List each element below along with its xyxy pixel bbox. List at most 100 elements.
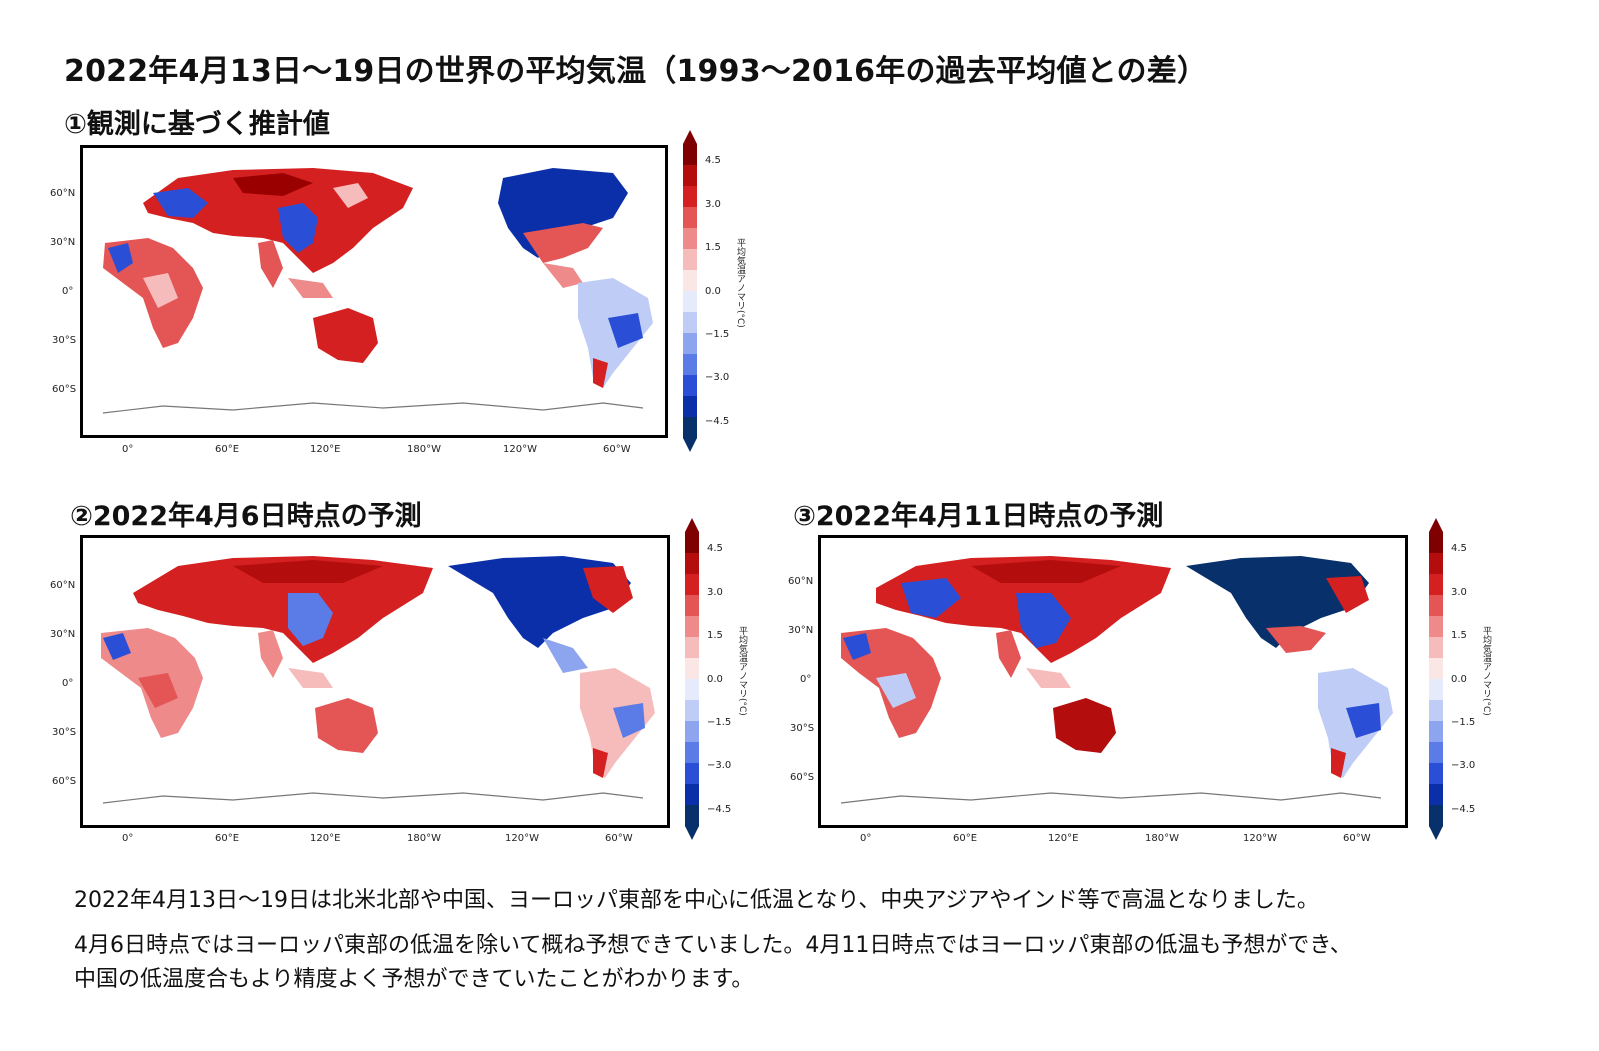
antarctica-coastline <box>102 402 644 414</box>
map-observed <box>80 145 668 438</box>
colorbar-segment <box>683 354 697 376</box>
colorbar-tick: 4.5 <box>705 155 721 166</box>
colorbar-segment <box>683 333 697 355</box>
lon-tick: 120°E <box>310 444 341 455</box>
lon-tick: 180°W <box>407 833 441 844</box>
lon-tick: 120°W <box>1243 833 1277 844</box>
colorbar-segment <box>1429 574 1443 596</box>
land-south-america <box>580 668 655 778</box>
colorbar-segment <box>685 763 699 785</box>
lon-tick: 60°W <box>1343 833 1371 844</box>
colorbar-segment <box>683 417 697 439</box>
colorbar-extend-min <box>685 826 699 840</box>
page-title: 2022年4月13日～19日の世界の平均気温（1993～2016年の過去平均値と… <box>64 54 1208 89</box>
colorbar-segment <box>685 742 699 764</box>
colorbar-segment <box>1429 637 1443 659</box>
panel-title-forecast-apr11: ③2022年4月11日時点の予測 <box>793 501 1164 532</box>
colorbar-tick: 1.5 <box>705 242 721 253</box>
colorbar-segment <box>685 721 699 743</box>
colorbar-tick: 1.5 <box>1451 630 1467 641</box>
land-australia <box>1026 668 1116 753</box>
colorbar-segment <box>685 679 699 701</box>
colorbar-extend-max <box>685 518 699 532</box>
lon-tick: 0° <box>860 833 872 844</box>
colorbar-segment <box>683 291 697 313</box>
map-forecast-apr11 <box>818 535 1408 828</box>
lon-tick: 180°W <box>407 444 441 455</box>
lon-tick: 0° <box>122 444 134 455</box>
lon-tick: 120°E <box>1048 833 1079 844</box>
lat-tick: 60°S <box>52 384 77 395</box>
colorbar-segment <box>685 553 699 575</box>
colorbar-segment <box>685 595 699 617</box>
colorbar-segment <box>1429 616 1443 638</box>
colorbar-segment <box>1429 742 1443 764</box>
lon-tick: 0° <box>122 833 134 844</box>
colorbar-segment <box>1429 721 1443 743</box>
lat-tick: 60°S <box>790 772 815 783</box>
lon-tick: 60°W <box>605 833 633 844</box>
colorbar-segment <box>685 700 699 722</box>
colorbar-segment <box>685 658 699 680</box>
colorbar-segment <box>1429 595 1443 617</box>
description-line: 4月6日時点ではヨーロッパ東部の低温を除いて概ね予想できていました。4月11日時… <box>74 933 1352 958</box>
colorbar-extend-min <box>683 438 697 452</box>
lon-tick: 120°E <box>310 833 341 844</box>
lat-tick: 30°N <box>50 237 76 248</box>
colorbar-segment <box>685 532 699 554</box>
lat-tick: 60°N <box>50 580 76 591</box>
colorbar-segment <box>683 207 697 229</box>
land-africa <box>101 628 203 738</box>
lat-tick: 60°S <box>52 776 77 787</box>
map-forecast-apr6-canvas <box>101 556 655 804</box>
colorbar-label: 平均気温アノマリ(°C) <box>735 238 745 328</box>
colorbar-forecast-apr6 <box>685 518 699 840</box>
lon-tick: 60°E <box>215 444 240 455</box>
lat-tick: 30°S <box>790 723 815 734</box>
panel-title-observed: ①観測に基づく推計値 <box>64 109 330 140</box>
colorbar-segment <box>1429 700 1443 722</box>
land-north-america <box>1186 556 1369 653</box>
lat-tick: 0° <box>800 674 812 685</box>
land-south-america <box>578 278 653 388</box>
lon-tick: 120°W <box>505 833 539 844</box>
map-forecast-apr6 <box>80 535 670 828</box>
colorbar-segment <box>683 396 697 418</box>
colorbar-segment <box>683 312 697 334</box>
land-australia <box>288 668 378 753</box>
lat-tick: 0° <box>62 286 74 297</box>
land-europe-asia <box>143 168 413 288</box>
colorbar-segment <box>685 574 699 596</box>
lat-tick: 30°N <box>50 629 76 640</box>
colorbar-tick: 4.5 <box>707 543 723 554</box>
colorbar-label: 平均気温アノマリ(°C) <box>737 626 747 716</box>
lat-tick: 30°S <box>52 727 77 738</box>
colorbar-segment <box>683 228 697 250</box>
colorbar-tick: −4.5 <box>707 804 732 815</box>
colorbar-tick: −1.5 <box>707 717 732 728</box>
colorbar-segment <box>1429 784 1443 806</box>
colorbar-extend-min <box>1429 826 1443 840</box>
lon-tick: 60°E <box>215 833 240 844</box>
land-south-america <box>1318 668 1393 778</box>
land-africa <box>841 628 941 738</box>
lat-tick: 60°N <box>50 188 76 199</box>
colorbar-forecast-apr11 <box>1429 518 1443 840</box>
colorbar-tick: 4.5 <box>1451 543 1467 554</box>
colorbar-tick: 1.5 <box>707 630 723 641</box>
colorbar-segment <box>683 249 697 271</box>
land-europe-asia <box>876 556 1171 678</box>
colorbar-tick: 0.0 <box>707 674 723 685</box>
land-australia <box>288 278 378 363</box>
land-africa <box>103 238 203 348</box>
lon-tick: 120°W <box>503 444 537 455</box>
lon-tick: 180°W <box>1145 833 1179 844</box>
colorbar-segment <box>685 637 699 659</box>
colorbar-tick: −1.5 <box>1451 717 1476 728</box>
map-forecast-apr11-canvas <box>840 556 1393 804</box>
lon-tick: 60°W <box>603 444 631 455</box>
colorbar-segment <box>683 375 697 397</box>
map-observed-canvas <box>102 168 653 414</box>
colorbar-tick: −4.5 <box>705 416 730 427</box>
land-europe-asia <box>133 556 433 678</box>
